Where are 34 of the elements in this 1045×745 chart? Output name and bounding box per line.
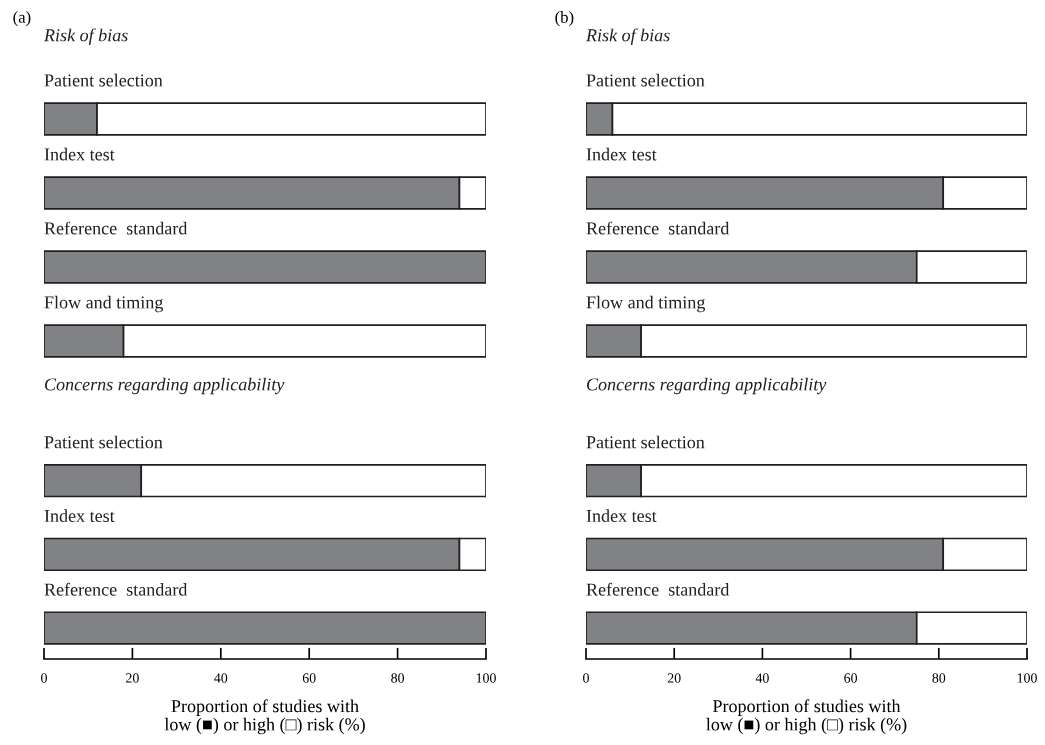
y-tick-label: Patient selection [586,73,705,87]
y-tick-label: Patient selection [44,73,163,87]
x-tick-label: 0 [41,673,47,683]
chart-title: Concerns regarding applicability [45,377,285,395]
y-tick-label: Patient selection [44,435,163,449]
x-tick-label: 80 [391,673,405,683]
x-tick-label: 0 [583,673,589,683]
x-tick-label: 40 [214,673,228,683]
y-tick-label: Flow and timing [586,295,706,313]
x-axis-title: Proportion of studies with low (■) or high (□) risk (%) [164,699,365,735]
x-tick-label: 20 [667,673,681,683]
y-tick-label: Reference standard [586,221,730,235]
y-tick-label: Index test [44,147,115,161]
y-tick-label: Index test [586,147,657,161]
x-tick-label: 80 [932,673,946,683]
text: (b) [555,11,574,27]
chart-title: Risk of bias [43,28,128,45]
chart-title: Concerns regarding applicability [587,377,827,395]
y-tick-label: Reference standard [586,582,730,596]
y-tick-label: Reference standard [44,221,188,235]
x-tick-label: 100 [1017,673,1037,683]
y-tick-label: Index test [44,509,115,523]
x-tick-label: 20 [126,673,139,683]
y-tick-label: Patient selection [586,435,705,449]
y-tick-label: Index test [586,509,657,523]
y-tick-label: Flow and timing [44,295,164,313]
x-tick-label: 60 [844,673,858,683]
x-tick-label: 100 [476,673,496,683]
text: (a) [13,11,31,27]
x-axis-title: Proportion of studies with low (■) or high (□) risk (%) [706,699,907,735]
x-tick-label: 40 [755,673,769,683]
y-tick-label: Reference standard [44,582,188,596]
chart-title: Risk of bias [585,28,670,45]
x-tick-label: 60 [302,673,316,683]
